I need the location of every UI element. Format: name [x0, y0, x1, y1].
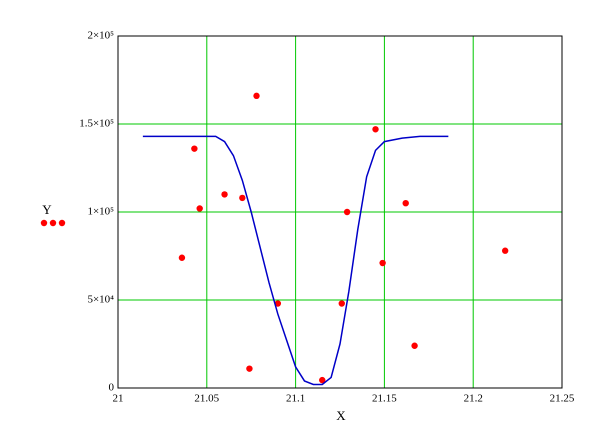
point	[379, 259, 386, 267]
point	[501, 247, 509, 254]
x-axis-title: X	[336, 408, 346, 423]
x-tick-label: 21.15	[372, 393, 397, 405]
line	[142, 135, 449, 386]
point	[246, 365, 253, 372]
y-axis-title: Y	[42, 202, 52, 217]
point	[221, 191, 228, 198]
point	[191, 145, 198, 152]
y-tick-label: 1×10⁵	[87, 206, 114, 218]
point	[253, 92, 260, 100]
point	[411, 342, 418, 349]
y-tick-label: 2×10⁵	[87, 30, 114, 42]
legend-marker	[49, 219, 57, 227]
x-tick-label: 21.1	[286, 393, 305, 405]
point	[196, 205, 203, 212]
y-tick-label: 0	[109, 382, 115, 394]
point	[402, 200, 409, 207]
x-tick-label: 21.05	[194, 393, 219, 405]
point	[274, 300, 282, 307]
point	[178, 254, 186, 261]
y-tick-label: 5×10⁴	[87, 294, 114, 306]
x-tick-label: 21	[113, 393, 124, 405]
legend-marker	[58, 219, 66, 227]
point	[338, 300, 345, 307]
point	[239, 194, 246, 202]
y-tick-label: 1.5×10⁵	[79, 118, 114, 130]
point	[372, 126, 379, 133]
x-tick-label: 21.25	[550, 393, 575, 405]
plot-frame	[117, 35, 563, 389]
legend-marker	[40, 219, 48, 227]
point	[343, 208, 351, 216]
x-tick-label: 21.2	[464, 393, 483, 405]
point	[319, 376, 326, 384]
